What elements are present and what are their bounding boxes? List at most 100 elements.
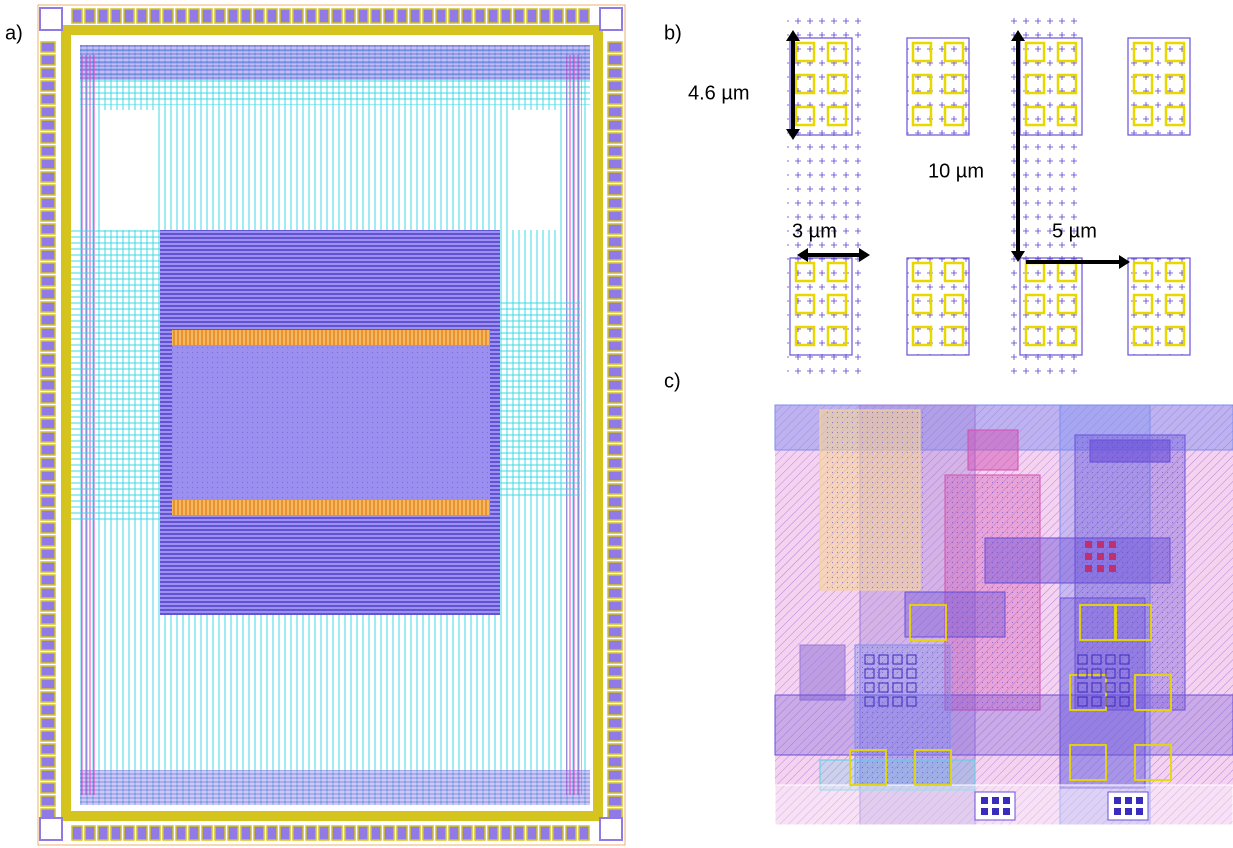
pad: [41, 640, 55, 650]
via: [1136, 797, 1143, 804]
pad: [41, 263, 55, 273]
pad: [608, 588, 622, 598]
pad: [608, 484, 622, 494]
pad: [608, 198, 622, 208]
pad: [608, 380, 622, 390]
pad: [41, 380, 55, 390]
pad: [423, 826, 433, 840]
pad: [202, 9, 212, 23]
pad: [527, 826, 537, 840]
pad: [358, 826, 368, 840]
pad: [608, 81, 622, 91]
pad: [41, 770, 55, 780]
pad: [41, 458, 55, 468]
corner-pad: [600, 8, 622, 30]
via: [1136, 808, 1143, 815]
pad: [189, 9, 199, 23]
pad: [608, 419, 622, 429]
pad: [608, 718, 622, 728]
pad: [608, 536, 622, 546]
pad: [608, 731, 622, 741]
pad: [228, 826, 238, 840]
pad: [215, 826, 225, 840]
pad: [98, 826, 108, 840]
pad: [41, 250, 55, 260]
pad: [608, 302, 622, 312]
pad: [41, 445, 55, 455]
pad: [267, 826, 277, 840]
pad: [608, 497, 622, 507]
pad: [608, 575, 622, 585]
pad: [41, 393, 55, 403]
pad: [41, 328, 55, 338]
pad: [41, 614, 55, 624]
pad: [540, 9, 550, 23]
pad: [608, 341, 622, 351]
pad: [608, 627, 622, 637]
via: [1085, 541, 1092, 548]
via: [981, 797, 988, 804]
pad: [608, 653, 622, 663]
pad: [608, 783, 622, 793]
routing: [500, 300, 580, 500]
via-cell: [1128, 258, 1190, 355]
pad: [41, 705, 55, 715]
pad: [41, 146, 55, 156]
pad: [608, 549, 622, 559]
pad: [41, 302, 55, 312]
pad: [475, 826, 485, 840]
pad: [608, 289, 622, 299]
via-layout: 4.6 µm 3 µm 10 µm 5 µm: [688, 15, 1190, 382]
pad: [41, 653, 55, 663]
pad: [41, 367, 55, 377]
via-cell: [1020, 258, 1082, 355]
pad: [41, 159, 55, 169]
pad: [41, 523, 55, 533]
pad: [241, 9, 251, 23]
pad: [608, 393, 622, 403]
dimension-label: 5 µm: [1052, 220, 1097, 242]
pad: [228, 9, 238, 23]
pad: [553, 9, 563, 23]
pad: [608, 263, 622, 273]
pad: [41, 718, 55, 728]
pad: [137, 826, 147, 840]
panel-label: a): [5, 22, 23, 44]
via: [1109, 541, 1116, 548]
pad: [608, 510, 622, 520]
pad: [98, 9, 108, 23]
pad: [215, 9, 225, 23]
pad: [449, 826, 459, 840]
via: [1125, 797, 1132, 804]
pad: [41, 120, 55, 130]
pad: [267, 9, 277, 23]
pad: [41, 510, 55, 520]
pad: [41, 172, 55, 182]
pad: [514, 9, 524, 23]
pad: [579, 9, 589, 23]
pad: [41, 744, 55, 754]
pad: [608, 523, 622, 533]
dimension-label: 4.6 µm: [688, 82, 750, 104]
pad: [608, 562, 622, 572]
pad: [608, 796, 622, 806]
pad: [41, 757, 55, 767]
corner-pad: [40, 8, 62, 30]
pad: [608, 185, 622, 195]
pad: [254, 9, 264, 23]
pad: [501, 9, 511, 23]
pad: [41, 81, 55, 91]
pad: [41, 419, 55, 429]
pad: [150, 826, 160, 840]
cell-layout: [775, 405, 1233, 825]
pad: [371, 826, 381, 840]
pad: [41, 549, 55, 559]
page: {"panels": [ {"label": "a)"}, {"label": …: [0, 0, 1233, 848]
pad: [608, 432, 622, 442]
pad: [608, 94, 622, 104]
pad: [608, 68, 622, 78]
pad: [608, 640, 622, 650]
pad: [41, 406, 55, 416]
pad: [41, 497, 55, 507]
gap: [510, 110, 560, 230]
